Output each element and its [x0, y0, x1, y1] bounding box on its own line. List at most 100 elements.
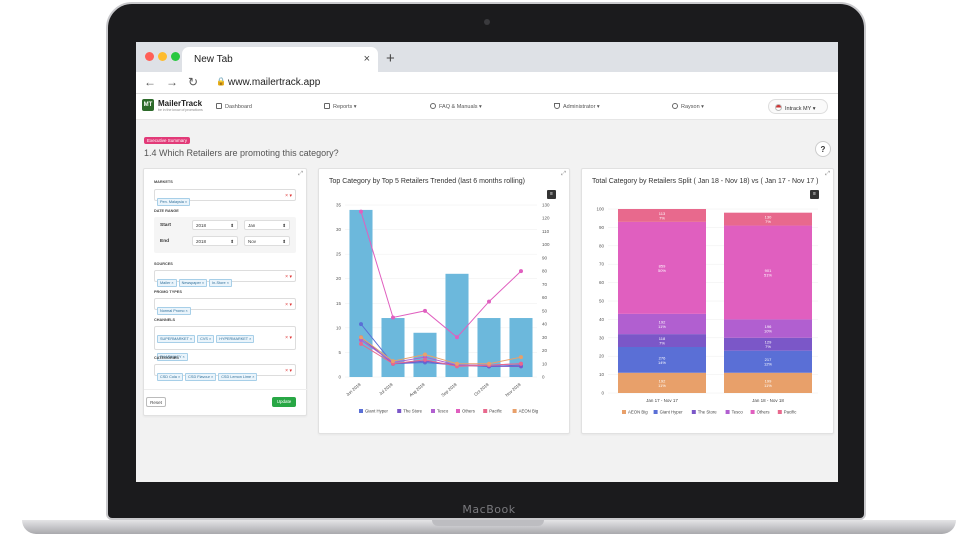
lock-icon: 🔒 [216, 77, 226, 86]
camera-icon [484, 19, 490, 25]
legend-label: Giant Hyper [365, 409, 388, 414]
category-chip[interactable]: CSD Lemon Lime × [218, 373, 258, 381]
end-year-select[interactable]: 2018 ⬍ [192, 236, 238, 246]
legend-swatch [456, 409, 460, 413]
logo-name[interactable]: MailerTrack [158, 99, 203, 108]
channels-select[interactable]: SUPERMARKET × CVS × HYPERMARKET × PHARMACY … [154, 326, 296, 361]
expand-icon[interactable]: ⤢ [825, 171, 830, 177]
start-month-select[interactable]: Jan ⬍ [244, 220, 290, 230]
y-tick-label: 70 [599, 262, 605, 267]
forward-icon[interactable]: → [166, 75, 178, 89]
page-title: 1.4 Which Retailers are promoting this c… [144, 148, 339, 158]
legend-label: Others [757, 410, 770, 415]
end-label: End [160, 239, 170, 244]
update-button[interactable]: Update [272, 397, 296, 407]
promo-types-label: PROMO TYPES [154, 290, 182, 294]
data-label: 14% [658, 360, 666, 365]
data-label: 11% [658, 324, 666, 329]
end-month-select[interactable]: Nov ⬍ [244, 236, 290, 246]
y2-tick-label: 0 [542, 375, 545, 380]
x-tick-label: Jan 18 - Nov 18 [752, 398, 784, 403]
help-button[interactable]: ? [815, 141, 831, 157]
data-label: 11% [658, 383, 666, 388]
legend-label: The Store [698, 410, 717, 415]
nav-reports[interactable]: Reports ▾ [324, 103, 357, 110]
chart-menu-icon[interactable]: ≡ [547, 190, 556, 199]
data-point [391, 359, 395, 364]
y-tick-label: 15 [336, 301, 342, 306]
market-chip[interactable]: Pen. Malaysia × [157, 198, 191, 206]
promo-types-select[interactable]: Normal Promo × × ▾ [154, 298, 296, 315]
tab-close-icon[interactable]: × [363, 53, 370, 65]
y-tick-label: 35 [336, 203, 342, 208]
sources-select[interactable]: Mailer × Newspaper × In-Store × × ▾ [154, 270, 296, 287]
data-point [423, 308, 427, 313]
data-label: 118 [659, 336, 666, 341]
data-label: 192 [659, 320, 666, 325]
nav-faq-label: FAQ & Manuals [439, 104, 478, 110]
reset-button[interactable]: Reset [146, 397, 166, 407]
clear-icon[interactable]: × ▾ [285, 302, 292, 308]
browser-tab[interactable]: New Tab × [182, 47, 378, 72]
y2-tick-label: 100 [542, 242, 550, 247]
filter-panel: ⤢ MARKETS Pen. Malaysia × × ▾ DATE RANGE… [143, 168, 308, 416]
channel-chip[interactable]: CVS × [197, 335, 215, 343]
split-chart-panel: ⤢ Total Category by Retailers Split ( Ja… [581, 168, 834, 434]
back-icon[interactable]: ← [144, 75, 156, 89]
stack-segment [618, 209, 706, 222]
x-tick-label: Jul 2018 [378, 382, 394, 397]
data-label: 901 [765, 268, 772, 273]
nav-user[interactable]: Rayson ▾ [672, 103, 704, 110]
minimize-window-icon[interactable] [158, 52, 167, 61]
data-label: 7% [659, 341, 665, 346]
data-label: 130 [765, 215, 772, 220]
clear-icon[interactable]: × ▾ [285, 193, 292, 199]
source-chip[interactable]: Mailer × [157, 279, 177, 287]
promo-chip[interactable]: Normal Promo × [157, 307, 191, 315]
channel-chip[interactable]: PHARMACY × [157, 353, 188, 361]
data-point [359, 322, 363, 327]
categories-select[interactable]: CSD Cola × CSD Flavour × CSD Lemon Lime × … [154, 364, 296, 381]
data-label: 12% [764, 362, 772, 367]
divider [144, 389, 308, 390]
nav-faq[interactable]: FAQ & Manuals ▾ [430, 103, 482, 110]
nav-dashboard[interactable]: Dashboard [216, 103, 252, 110]
maximize-window-icon[interactable] [171, 52, 180, 61]
clear-icon[interactable]: × ▾ [285, 368, 292, 374]
source-chip[interactable]: Newspaper × [178, 279, 208, 287]
channel-chip[interactable]: HYPERMARKET × [216, 335, 255, 343]
legend-swatch [622, 410, 626, 414]
x-tick-label: Aug 2018 [408, 382, 426, 398]
shield-icon [554, 103, 560, 109]
category-chip[interactable]: CSD Cola × [157, 373, 184, 381]
nav-administrator[interactable]: Administrator ▾ [554, 103, 600, 110]
chart-menu-icon[interactable]: ≡ [810, 190, 819, 199]
trend-chart-panel: ⤢ Top Category by Top 5 Retailers Trende… [318, 168, 570, 434]
data-point [487, 299, 491, 304]
help-circle-icon [430, 103, 436, 109]
data-point [519, 361, 523, 366]
data-label: 196 [765, 324, 772, 329]
nav-user-label: Rayson [681, 104, 700, 110]
reports-icon [324, 103, 330, 109]
bar [349, 209, 373, 377]
account-selector[interactable]: Intrack MY ▾ [768, 99, 828, 114]
y-tick-label: 20 [599, 354, 605, 359]
clear-icon[interactable]: × ▾ [285, 335, 292, 341]
markets-select[interactable]: Pen. Malaysia × × ▾ [154, 189, 296, 206]
date-range-box: Start 2018 ⬍ Jan ⬍ End 2018 ⬍ Nov ⬍ [154, 217, 296, 253]
logo-icon[interactable]: MT [142, 99, 154, 111]
url-input[interactable]: www.mailertrack.app [228, 77, 321, 88]
channel-chip[interactable]: SUPERMARKET × [157, 335, 196, 343]
reload-icon[interactable]: ↻ [188, 75, 199, 89]
new-tab-icon[interactable]: + [386, 50, 395, 67]
y-tick-label: 40 [599, 317, 605, 322]
category-chip[interactable]: CSD Flavour × [185, 373, 217, 381]
source-chip[interactable]: In-Store × [209, 279, 232, 287]
expand-icon[interactable]: ⤢ [298, 171, 303, 177]
clear-icon[interactable]: × ▾ [285, 274, 292, 280]
x-tick-label: Nov 2018 [504, 382, 522, 398]
close-window-icon[interactable] [145, 52, 154, 61]
start-year-select[interactable]: 2018 ⬍ [192, 220, 238, 230]
expand-icon[interactable]: ⤢ [561, 171, 566, 177]
